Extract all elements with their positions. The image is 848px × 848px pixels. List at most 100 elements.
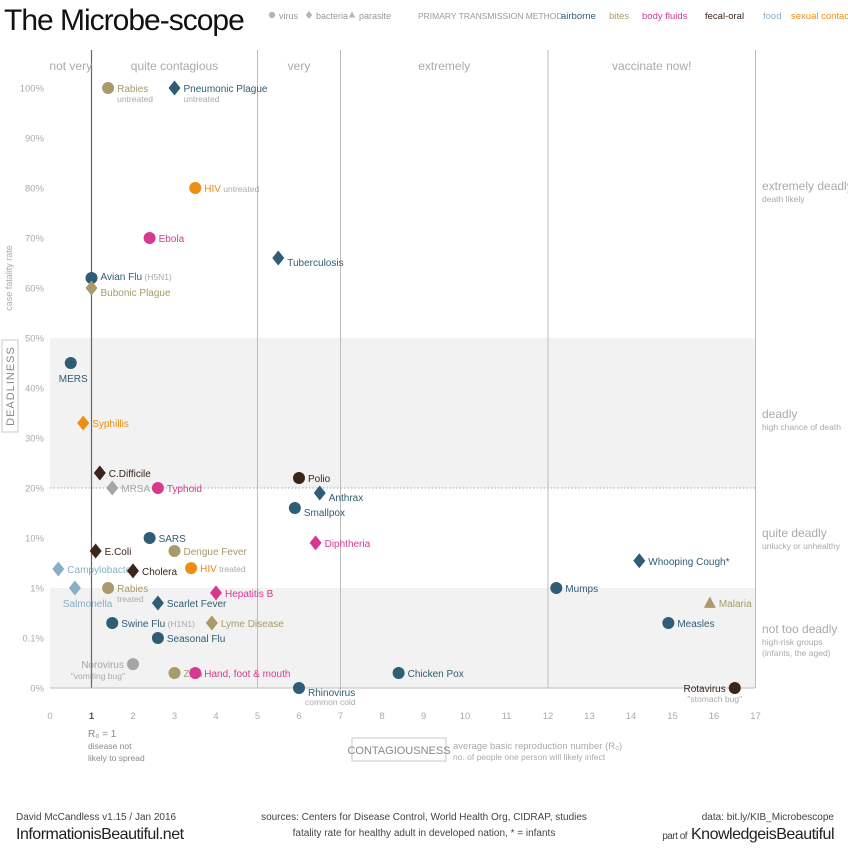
- point-marker: [185, 562, 198, 575]
- point-marker: [151, 632, 164, 644]
- point-measles[interactable]: Measles: [662, 616, 715, 630]
- point-whooping-cough-[interactable]: Whooping Cough*: [633, 553, 730, 569]
- point-label: Hepatitis B: [225, 589, 274, 600]
- point-chicken-pox[interactable]: Chicken Pox: [392, 666, 464, 680]
- point-label: Typhoid: [167, 484, 202, 495]
- r0-note-line-1: disease not: [88, 741, 132, 751]
- point-label: Rabies: [117, 584, 148, 595]
- y-tick-label: 70%: [25, 234, 45, 245]
- point-syphillis[interactable]: Syphillis: [77, 415, 129, 431]
- point-rotavirus[interactable]: Rotavirus"stomach bug": [684, 682, 743, 704]
- point-label: Tuberculosis: [287, 258, 343, 269]
- point-avian-flu[interactable]: Avian Flu (H5N1): [85, 272, 172, 284]
- point-name: Whooping Cough*: [648, 557, 729, 568]
- footer-data-link[interactable]: data: bit.ly/KIB_Microbescope: [702, 812, 835, 823]
- x-tick-label: 8: [379, 711, 384, 722]
- point-hand-foot-mouth[interactable]: Hand, foot & mouth: [189, 666, 290, 680]
- point-marker: [143, 232, 156, 244]
- point-bubonic-plague[interactable]: Bubonic Plague: [85, 280, 171, 300]
- point-marker: [550, 582, 563, 594]
- point-lyme-disease[interactable]: Lyme Disease: [205, 615, 284, 631]
- point-marker: [703, 596, 716, 608]
- point-sub: untreated: [184, 94, 220, 104]
- point-typhoid[interactable]: Typhoid: [151, 482, 202, 495]
- point-name: C.Difficile: [109, 469, 151, 480]
- point-smallpox[interactable]: Smallpox: [288, 502, 345, 519]
- point-cholera[interactable]: Cholera: [127, 563, 177, 579]
- point-ebola[interactable]: Ebola: [143, 232, 185, 245]
- point-label: Polio: [308, 474, 331, 485]
- deadliness-band-sub: high chance of death: [762, 422, 841, 432]
- footer-part-of: part of KnowledgeisBeautiful: [662, 826, 834, 843]
- point-marker: [64, 357, 77, 369]
- x-tick-label: 15: [667, 711, 678, 722]
- point-label: Dengue Fever: [184, 547, 248, 558]
- point-name: Chicken Pox: [408, 669, 464, 680]
- point-marker: [52, 561, 65, 577]
- point-name: Malaria: [719, 599, 752, 610]
- footer-site[interactable]: InformationisBeautiful.net: [16, 826, 185, 843]
- point-c-difficile[interactable]: C.Difficile: [93, 465, 151, 481]
- point-norovirus[interactable]: Norovirus"vomiting bug": [71, 658, 139, 681]
- point-name: Campylobacter: [67, 565, 135, 576]
- transmission-legend: airborne bites body fluids fecal-oral food se…: [561, 11, 848, 22]
- shape-legend-item-parasite: parasite: [348, 11, 391, 21]
- y-tick-label: 90%: [25, 134, 45, 145]
- point-sub: treated: [117, 594, 144, 604]
- point-anthrax[interactable]: Anthrax: [313, 485, 363, 505]
- contagion-band-label: very: [288, 59, 311, 73]
- point-tuberculosis[interactable]: Tuberculosis: [272, 250, 344, 270]
- point-mumps[interactable]: Mumps: [550, 582, 598, 595]
- x-tick-label: 7: [338, 711, 343, 722]
- point-hiv[interactable]: HIV treated: [185, 562, 246, 575]
- point-salmonella[interactable]: Salmonella: [63, 580, 113, 611]
- point-label: Mumps: [565, 584, 598, 595]
- point-label: Scarlet Fever: [167, 599, 227, 610]
- point-marker: [309, 535, 322, 551]
- point-campylobacter[interactable]: Campylobacter: [52, 561, 135, 577]
- point-marker: [313, 485, 326, 501]
- point-seasonal-flu[interactable]: Seasonal Flu: [151, 632, 225, 645]
- point-polio[interactable]: Polio: [293, 472, 331, 485]
- x-tick-label: 6: [296, 711, 301, 722]
- point-name: Typhoid: [167, 484, 202, 495]
- point-mrsa[interactable]: MRSA: [106, 480, 150, 496]
- shape-legend-label: virus: [279, 11, 299, 21]
- x-tick-label: 12: [543, 711, 554, 722]
- point-dengue-fever[interactable]: Dengue Fever: [168, 544, 248, 558]
- point-diphtheria[interactable]: Diphtheria: [309, 535, 371, 551]
- contagion-band-label: extremely: [418, 59, 470, 73]
- point-sub: (H1N1): [165, 619, 195, 629]
- y-axis-title-text: DEADLINESS: [5, 346, 17, 426]
- point-marker: [189, 666, 202, 679]
- y-axis-title-box: [1, 339, 19, 433]
- r0-note-label: R₀ = 1: [88, 729, 117, 740]
- y-tick-label: 60%: [25, 284, 45, 295]
- transmission-legend-body_fluids: body fluids: [642, 11, 688, 22]
- deadliness-band-label: deadly: [762, 407, 797, 421]
- point-scarlet-fever[interactable]: Scarlet Fever: [151, 595, 227, 611]
- point-name: Syphillis: [92, 419, 129, 430]
- point-sars[interactable]: SARS: [143, 532, 187, 545]
- point-malaria[interactable]: Malaria: [703, 596, 752, 610]
- x-axis-title-box: [351, 737, 447, 762]
- point-marker: [210, 585, 222, 601]
- footer-part-of-brand[interactable]: KnowledgeisBeautiful: [691, 826, 835, 843]
- point-mers[interactable]: MERS: [59, 357, 88, 385]
- point-name: Avian Flu: [101, 272, 143, 283]
- point-e-coli[interactable]: E.Coli: [89, 543, 132, 559]
- point-marker: [106, 480, 119, 496]
- point-name: Rabies: [117, 84, 148, 95]
- point-label: Rotavirus: [684, 684, 726, 695]
- point-hepatitis-b[interactable]: Hepatitis B: [210, 585, 274, 601]
- y-axis-ticks: 100% 90% 80% 70% 60% 50% 40% 30% 20% 10% 1% 0.1% 0%: [20, 84, 45, 695]
- point-hiv[interactable]: HIV untreated: [189, 182, 259, 195]
- x-tick-label: 4: [213, 711, 218, 722]
- point-swine-flu[interactable]: Swine Flu (H1N1): [106, 616, 195, 630]
- point-label: Ebola: [159, 234, 185, 245]
